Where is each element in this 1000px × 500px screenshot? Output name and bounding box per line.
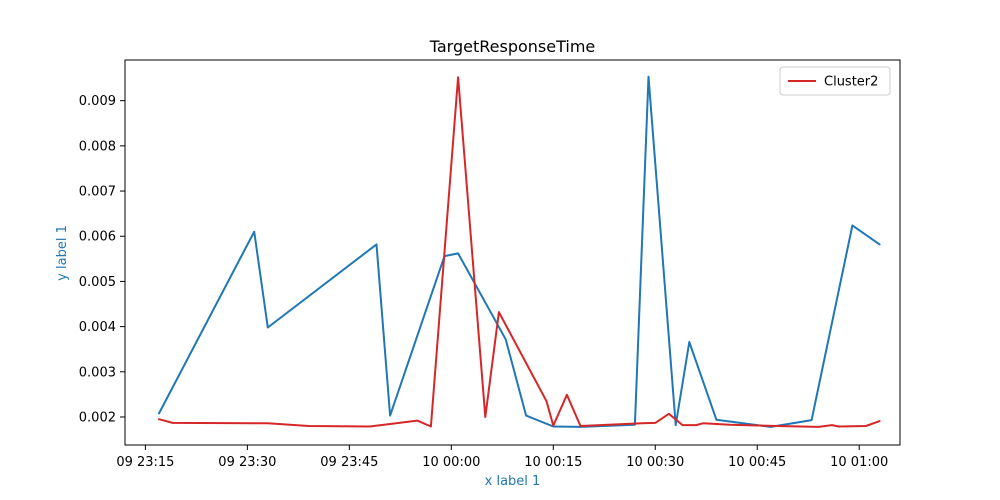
legend-box	[779, 66, 891, 96]
y-tick-label: 0.008	[79, 139, 116, 154]
y-axis-title: y label 1	[55, 225, 70, 281]
x-tick-label: 09 23:15	[116, 455, 174, 470]
x-tick-label: 10 01:00	[830, 455, 888, 470]
x-axis-title: x label 1	[485, 474, 541, 489]
y-tick-label: 0.003	[79, 365, 116, 380]
y-tick-label: 0.006	[79, 230, 116, 245]
chart-title: TargetResponseTime	[429, 37, 596, 56]
y-tick-label: 0.002	[79, 410, 116, 425]
x-tick-label: 09 23:45	[320, 455, 378, 470]
x-tick-label: 09 23:30	[218, 455, 276, 470]
x-tick-label: 10 00:30	[626, 455, 684, 470]
x-tick-label: 10 00:45	[728, 455, 786, 470]
y-tick-label: 0.007	[79, 185, 116, 200]
y-tick-label: 0.004	[79, 320, 116, 335]
x-tick-label: 10 00:00	[422, 455, 480, 470]
plot-frame	[124, 59, 901, 446]
legend-label: Cluster2	[824, 75, 878, 90]
y-tick-label: 0.009	[79, 94, 116, 109]
y-tick-label: 0.005	[79, 275, 116, 290]
series-line-2	[158, 76, 881, 428]
x-tick-label: 10 00:15	[524, 455, 582, 470]
